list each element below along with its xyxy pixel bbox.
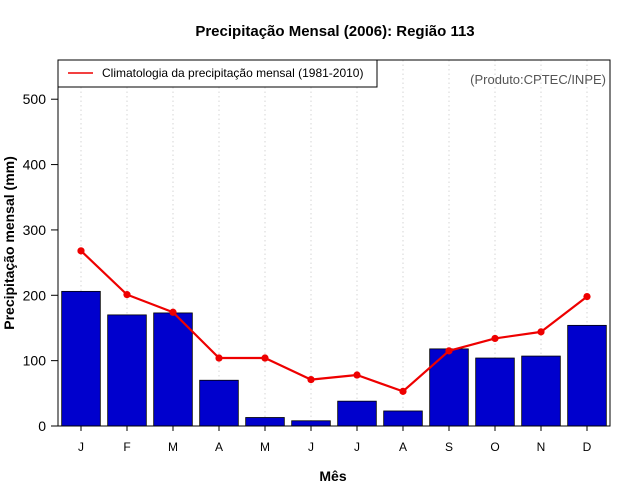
bar-9 (429, 348, 469, 427)
y-tick-label: 0 (38, 418, 46, 434)
x-tick-label: D (583, 440, 592, 454)
y-axis: 0 100 200 300 400 500 (23, 91, 59, 434)
y-tick-label: 300 (23, 222, 47, 238)
climatology-point-8 (399, 387, 407, 395)
climatology-line (77, 247, 591, 395)
x-tick-label: J (308, 440, 314, 454)
climatology-point-6 (307, 375, 315, 384)
y-tick-label: 100 (23, 353, 47, 369)
climatology-point-2 (123, 291, 131, 299)
climatology-point-7 (353, 371, 361, 379)
chart-title: Precipitação Mensal (2006): Região 113 (195, 23, 474, 40)
y-tick-label: 500 (23, 91, 47, 107)
bar-12 (567, 324, 607, 427)
bar-1 (61, 290, 101, 427)
legend-entry-climatology: Climatologia da precipitação mensal (198… (102, 66, 363, 80)
bar-2 (107, 314, 147, 427)
y-tick-label: 400 (23, 157, 47, 173)
x-tick-label: M (260, 440, 270, 454)
x-tick-label: F (123, 440, 130, 454)
y-tick-label: 200 (23, 287, 47, 303)
x-tick-label: J (78, 440, 84, 454)
bar-4 (199, 379, 239, 427)
climatology-point-4 (215, 354, 223, 362)
bars (61, 290, 607, 427)
x-tick-label: J (354, 440, 360, 454)
bar-11 (521, 355, 561, 427)
climatology-polyline (80, 250, 588, 393)
climatology-point-9 (445, 347, 453, 355)
x-tick-label: N (537, 440, 546, 454)
climatology-point-12 (583, 292, 591, 301)
x-tick-label: A (399, 440, 407, 454)
x-tick-label: M (168, 440, 178, 454)
legend-box (57, 59, 378, 88)
bar-10 (475, 357, 515, 427)
bar-5 (245, 417, 285, 427)
bar-6 (291, 420, 331, 427)
credit-text: (Produto:CPTEC/INPE) (470, 72, 606, 87)
bar-7 (337, 400, 377, 427)
climatology-point-3 (169, 308, 177, 316)
y-axis-label: Precipitação mensal (mm) (1, 156, 17, 330)
climatology-point-1 (77, 247, 85, 255)
bar-3 (153, 312, 193, 427)
climatology-point-5 (261, 354, 269, 362)
climatology-point-11 (537, 328, 545, 336)
x-tick-label: S (445, 440, 453, 454)
x-axis-label: Mês (319, 468, 346, 484)
x-tick-label: O (490, 440, 499, 454)
climatology-point-10 (491, 334, 499, 343)
x-tick-label: A (215, 440, 223, 454)
bar-8 (383, 410, 423, 427)
legend: Climatologia da precipitação mensal (198… (57, 59, 378, 88)
